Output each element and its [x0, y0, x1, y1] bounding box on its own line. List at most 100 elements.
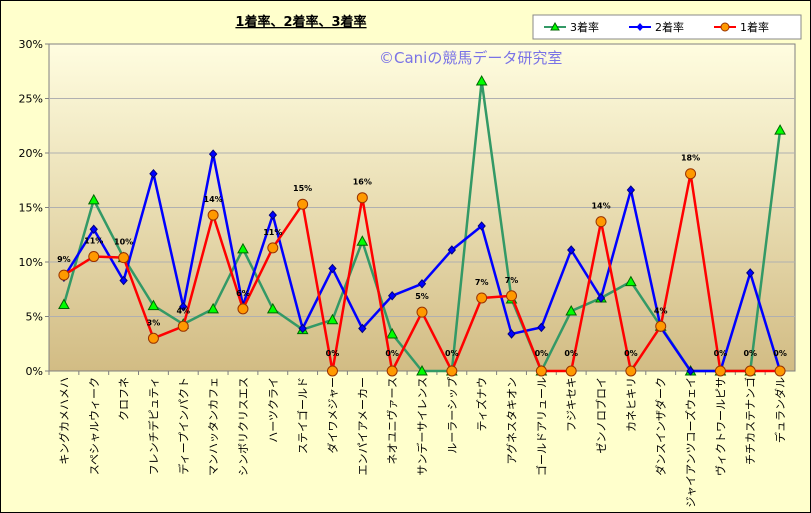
x-tick-label: ディープインパクト [176, 377, 190, 475]
data-point [297, 198, 309, 210]
data-point [476, 292, 488, 304]
data-point [537, 322, 546, 333]
data-point [595, 216, 607, 228]
data-label: 0% [326, 349, 340, 358]
data-point [714, 365, 726, 377]
data-label: 0% [773, 349, 787, 358]
data-point [298, 323, 307, 334]
data-point [744, 365, 756, 377]
x-tick-label: エンパイアメーカー [356, 377, 369, 475]
data-point [119, 275, 128, 286]
data-point [147, 299, 160, 311]
data-labels: 9% 11% 10% 3% 4% 14% 6% 11% 15% 0% 16% 0% 5% 0% 7% 7% 0%… [57, 154, 787, 358]
watermark: ©Caniの競馬データ研究室 [379, 49, 562, 67]
x-tick-label: デュランダル [773, 377, 787, 443]
x-tick-label: ネオユニヴァース [385, 377, 399, 464]
data-point [535, 365, 547, 377]
data-label: 0% [445, 349, 459, 358]
data-label: 4% [654, 306, 668, 315]
data-point [89, 224, 98, 235]
data-point [87, 193, 100, 205]
x-tick-label: キングカメハメハ [57, 377, 71, 465]
data-label: 11% [263, 228, 282, 237]
data-point [177, 320, 189, 332]
data-label: 7% [475, 278, 489, 287]
data-point [268, 210, 277, 220]
data-label: 7% [505, 276, 519, 285]
data-point [118, 252, 130, 264]
data-point [149, 168, 158, 179]
x-tick-label: ダイワメジャー [325, 377, 339, 453]
data-point [356, 192, 368, 204]
data-point [477, 221, 486, 231]
data-point [266, 302, 279, 314]
data-label: 18% [681, 154, 700, 163]
data-point [596, 293, 606, 303]
x-tick-label: スペシャルウィーク [88, 377, 101, 475]
series-lines [58, 75, 786, 377]
data-point [416, 306, 428, 318]
data-point [655, 320, 667, 332]
data-label: 3% [147, 318, 161, 327]
data-point [506, 290, 518, 302]
data-point [447, 245, 457, 255]
data-point [358, 323, 367, 334]
data-point [626, 185, 636, 195]
x-tick-label: アグネスタキオン [505, 377, 519, 464]
data-label: 0% [564, 349, 578, 358]
data-label: 14% [204, 195, 223, 204]
x-tick-label: ヴィクトワールピサ [713, 377, 727, 476]
data-point [237, 303, 249, 315]
data-point [475, 75, 488, 86]
x-tick-label: ステイゴールド [296, 377, 310, 454]
x-tick-label: クロフネ [118, 377, 131, 421]
data-point [326, 365, 338, 377]
data-point [88, 251, 100, 263]
y-tick-label: 10% [19, 256, 43, 269]
data-label: 0% [535, 349, 549, 358]
y-tick-label: 25% [19, 93, 43, 106]
data-point [685, 168, 697, 180]
data-label: 0% [385, 349, 399, 358]
data-point [774, 365, 786, 377]
legend-marker [636, 23, 644, 31]
data-label: 16% [353, 178, 372, 187]
y-tick-label: 20% [19, 147, 43, 160]
data-label: 5% [415, 292, 429, 301]
data-point [565, 305, 578, 316]
x-tick-label: ゴールドアリュール [534, 377, 548, 476]
y-tick-label: 30% [19, 38, 43, 51]
chart-title: 1着率、2着率、3着率 [235, 14, 366, 30]
data-point [387, 291, 397, 301]
x-tick-label: ルーラーシップ [446, 377, 459, 454]
data-point [774, 124, 786, 135]
data-point [386, 327, 399, 339]
data-point [417, 279, 427, 289]
data-point [416, 364, 428, 376]
legend-marker [550, 21, 560, 31]
data-label: 0% [714, 349, 728, 358]
data-label: 4% [176, 306, 190, 315]
x-tick-label: チチカステナンゴ [743, 377, 757, 465]
x-tick-label: サンデーサイレンス [415, 377, 429, 476]
legend: 3着率 2着率 1着率 [532, 14, 802, 40]
data-label: 6% [236, 289, 250, 298]
data-point [237, 242, 249, 254]
data-label: 0% [743, 349, 757, 358]
data-label: 14% [591, 202, 610, 211]
data-point [446, 365, 458, 377]
x-tick-label: マンハッタンカフェ [207, 377, 220, 476]
data-label: 0% [624, 349, 638, 358]
x-tick-label: フレンチデピュティ [146, 377, 160, 475]
x-tick-label: フジキセキ [565, 377, 578, 432]
legend-label: 3着率 [570, 20, 599, 34]
x-tick-label: ティズナウ [475, 377, 489, 431]
data-point [328, 263, 337, 274]
data-point [326, 313, 339, 325]
data-point [147, 332, 159, 344]
data-label: 9% [57, 255, 71, 264]
data-point [746, 268, 755, 278]
data-point [356, 235, 369, 246]
